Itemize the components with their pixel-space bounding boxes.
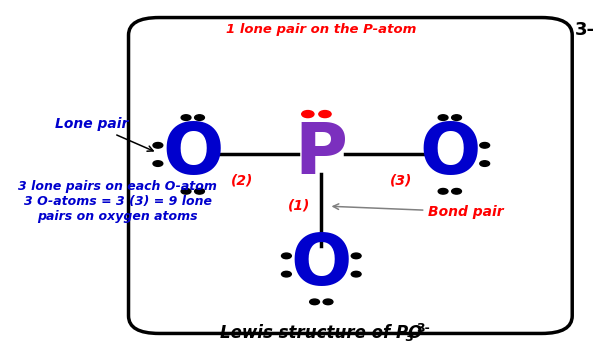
Circle shape bbox=[195, 115, 204, 120]
Circle shape bbox=[438, 115, 448, 120]
Circle shape bbox=[195, 188, 204, 194]
Circle shape bbox=[351, 271, 361, 277]
Circle shape bbox=[282, 271, 291, 277]
Circle shape bbox=[480, 143, 490, 148]
Text: 3-: 3- bbox=[416, 322, 430, 335]
Circle shape bbox=[282, 253, 291, 259]
Text: 1 lone pair on the P-atom: 1 lone pair on the P-atom bbox=[226, 23, 417, 37]
Circle shape bbox=[310, 299, 319, 305]
Text: P: P bbox=[295, 120, 348, 189]
Circle shape bbox=[480, 161, 490, 166]
Text: O: O bbox=[162, 120, 223, 189]
Circle shape bbox=[319, 111, 331, 118]
Text: O: O bbox=[291, 231, 352, 299]
Text: 3 lone pairs on each O-atom
3 O-atoms = 3 (3) = 9 lone
pairs on oxygen atoms: 3 lone pairs on each O-atom 3 O-atoms = … bbox=[18, 180, 217, 223]
Text: (3): (3) bbox=[390, 174, 412, 188]
Text: (2): (2) bbox=[231, 174, 253, 188]
Circle shape bbox=[153, 161, 163, 166]
Circle shape bbox=[181, 115, 191, 120]
Text: Bond pair: Bond pair bbox=[333, 204, 504, 219]
Circle shape bbox=[452, 188, 461, 194]
Text: 3: 3 bbox=[404, 331, 412, 344]
Circle shape bbox=[153, 143, 163, 148]
Text: 3-: 3- bbox=[575, 21, 594, 39]
Text: Lewis structure of PO: Lewis structure of PO bbox=[220, 324, 422, 342]
Circle shape bbox=[302, 111, 314, 118]
Circle shape bbox=[351, 253, 361, 259]
Text: Lone pair: Lone pair bbox=[55, 117, 153, 151]
Text: (1): (1) bbox=[288, 198, 310, 212]
Circle shape bbox=[452, 115, 461, 120]
Circle shape bbox=[323, 299, 333, 305]
Circle shape bbox=[438, 188, 448, 194]
Text: O: O bbox=[419, 120, 480, 189]
Circle shape bbox=[181, 188, 191, 194]
